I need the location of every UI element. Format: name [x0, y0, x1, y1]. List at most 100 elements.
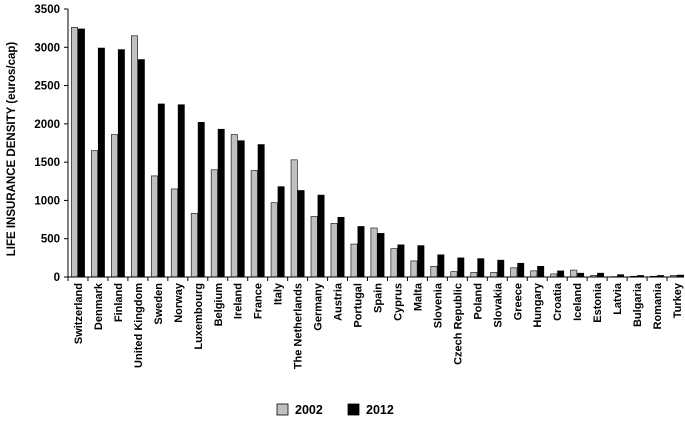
x-category-label: Luxembourg	[193, 283, 205, 350]
x-category-label: Poland	[472, 283, 484, 320]
bar-2012-14	[357, 226, 365, 278]
bar-2012-12	[317, 194, 325, 278]
x-category-label: Germany	[313, 282, 325, 331]
x-category-label: Belgium	[213, 283, 225, 327]
bar-2002-16	[390, 248, 398, 278]
x-category-label: Austria	[333, 282, 345, 321]
x-category-label: Hungary	[532, 282, 544, 328]
x-category-label: Portugal	[353, 283, 365, 328]
bar-2012-18	[437, 254, 445, 278]
bar-2002-0	[71, 27, 78, 278]
y-axis: 0 500 1000 1500 2000 2500 3000 3500	[34, 4, 69, 284]
bar-2012-7	[217, 128, 225, 278]
y-tick-label: 3500	[34, 4, 60, 16]
bar-2002-4	[150, 175, 158, 278]
bar-2012-1	[97, 47, 105, 278]
legend-swatch-2002	[276, 403, 289, 416]
bar-2012-16	[397, 244, 405, 278]
bar-2002-12	[310, 216, 318, 278]
bar-2012-13	[337, 216, 345, 278]
bar-2012-23	[537, 265, 545, 278]
bar-2002-18	[430, 265, 438, 278]
bar-2012-25	[577, 272, 585, 278]
x-category-label: Czech Republic	[452, 283, 464, 365]
bar-2002-20	[470, 272, 478, 278]
bar-2002-6	[190, 213, 198, 278]
y-tick-label: 2500	[34, 81, 60, 93]
y-tick-label: 1500	[34, 157, 60, 169]
legend: 2002 2012	[276, 403, 394, 417]
bar-2012-21	[497, 259, 505, 278]
legend-label-2012: 2012	[366, 403, 394, 417]
bar-2002-8	[230, 134, 238, 278]
bar-2002-13	[330, 223, 338, 278]
bar-2002-3	[130, 35, 138, 278]
bar-2002-17	[410, 260, 418, 278]
x-category-label: Turkey	[672, 282, 684, 318]
y-tick-label: 0	[54, 272, 60, 284]
bar-2002-14	[350, 243, 358, 278]
bar-2002-11	[290, 159, 298, 278]
bar-2012-17	[417, 245, 425, 278]
legend-swatch-2012	[347, 403, 360, 416]
x-category-label: The Netherlands	[293, 283, 305, 369]
bar-2002-1	[91, 150, 98, 278]
bars	[71, 27, 684, 278]
bar-2002-23	[530, 270, 538, 278]
x-category-label: Switzerland	[73, 283, 85, 344]
bar-2012-11	[297, 190, 305, 278]
bar-2012-22	[517, 262, 525, 278]
x-category-label: Malta	[412, 282, 424, 311]
x-category-label: Spain	[373, 283, 385, 313]
x-category-label: Croatia	[552, 282, 564, 321]
y-tick-label: 3000	[34, 42, 60, 54]
bar-2002-21	[490, 272, 498, 278]
bar-2002-22	[510, 267, 518, 278]
bar-2012-6	[197, 122, 205, 278]
x-category-label: Cyprus	[392, 283, 404, 321]
bar-2002-25	[570, 269, 578, 278]
bar-2012-2	[117, 49, 125, 278]
bar-2012-19	[457, 257, 465, 278]
bar-2012-3	[137, 59, 145, 278]
x-category-label: Ireland	[233, 283, 245, 319]
bar-2012-4	[157, 103, 165, 278]
legend-label-2002: 2002	[295, 403, 323, 417]
x-category-label: Estonia	[592, 282, 604, 323]
bar-2012-24	[557, 270, 565, 278]
bar-2012-9	[257, 144, 265, 278]
x-category-label: Finland	[113, 283, 125, 322]
x-category-label: Greece	[512, 283, 524, 320]
bar-2012-15	[377, 233, 385, 278]
x-category-label: Norway	[173, 282, 185, 323]
y-tick-label: 500	[41, 234, 60, 246]
x-category-label: Romania	[652, 282, 664, 329]
y-tick-label: 2000	[34, 119, 60, 131]
x-category-label: Italy	[273, 282, 285, 305]
y-axis-label: LIFE INSURANCE DENSITY (euros/cap)	[6, 42, 18, 257]
x-axis: Switzerland Denmark Finland United Kingdom S…	[67, 276, 684, 369]
x-category-label: France	[253, 283, 265, 319]
bar-2002-9	[250, 170, 258, 278]
bar-2002-5	[170, 188, 178, 278]
bar-2012-5	[177, 104, 185, 278]
x-category-label: Slovenia	[432, 282, 444, 328]
bar-2002-7	[210, 169, 218, 278]
bar-2002-19	[450, 271, 458, 278]
x-category-label: Iceland	[572, 283, 584, 321]
x-category-label: Latvia	[612, 282, 624, 315]
bar-2002-2	[111, 134, 118, 278]
bar-2012-0	[77, 28, 85, 278]
x-category-label: Slovakia	[492, 282, 504, 328]
bar-2012-26	[597, 272, 605, 278]
bar-2012-8	[237, 140, 245, 278]
y-tick-label: 1000	[34, 195, 60, 207]
bar-2002-10	[270, 202, 278, 278]
x-category-label: Sweden	[153, 283, 165, 325]
bar-2012-20	[477, 258, 485, 278]
x-category-label: United Kingdom	[133, 283, 145, 368]
x-category-label: Bulgaria	[632, 282, 644, 327]
x-category-label: Denmark	[93, 282, 105, 330]
bar-2002-15	[370, 227, 378, 278]
